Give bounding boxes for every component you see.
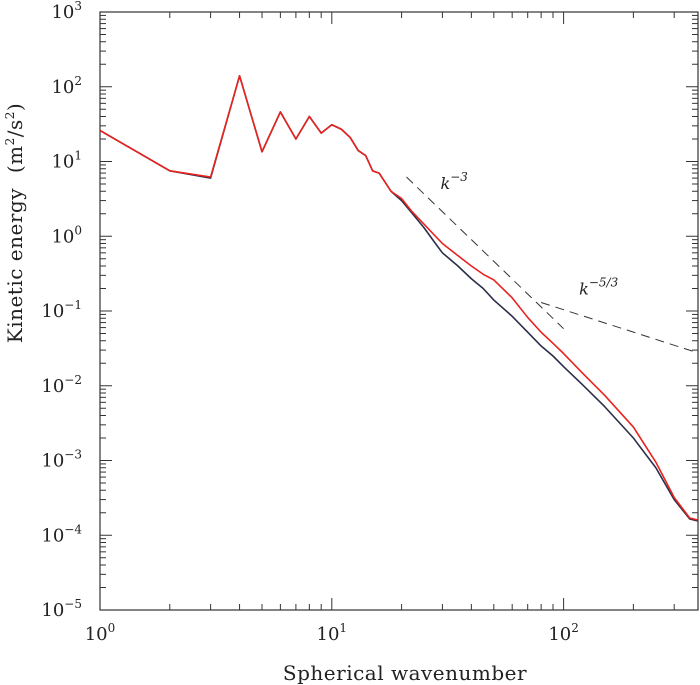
y-axis-title-unit-mid: /s: [3, 119, 27, 137]
y-tick-label: 101: [51, 149, 82, 173]
x-tick-label-exp: 2: [571, 621, 579, 635]
x-tick-label-exp: 1: [339, 621, 347, 635]
y-tick-label-exp: −4: [64, 522, 82, 536]
x-tick-label-base: 10: [548, 624, 571, 645]
y-axis-title: Kinetic energy (m2/s2): [3, 103, 27, 344]
y-tick-label-exp: −3: [64, 448, 82, 462]
series-line-1: [99, 75, 699, 521]
series-lines: [99, 75, 699, 522]
x-tick-label: 100: [85, 621, 116, 645]
y-tick-label: 102: [51, 74, 82, 98]
y-axis-title-unit-close: ): [3, 103, 27, 111]
y-tick-label: 10−2: [41, 373, 82, 397]
y-tick-label-base: 10: [51, 152, 74, 173]
y-tick-label-base: 10: [51, 2, 74, 23]
y-tick-label: 10−5: [41, 597, 82, 621]
reference-line-label-2: k−5/3: [579, 275, 618, 298]
axis-ticks: [99, 11, 698, 611]
y-tick-label-base: 10: [41, 525, 64, 546]
series-line-2: [99, 75, 699, 522]
reference-line-label-exp: −5/3: [589, 275, 619, 289]
x-tick-label-exp: 0: [108, 621, 116, 635]
tick-labels: 100 101 10210310210110010−110−210−310−410−…: [41, 0, 578, 645]
y-tick-label-exp: 3: [74, 0, 82, 13]
reference-line-label-base: k: [440, 174, 450, 193]
x-axis-title: Spherical wavenumber: [283, 661, 527, 685]
plot-frame: [99, 11, 699, 611]
y-axis-title-unit-exp1: 2: [3, 137, 17, 145]
y-axis-title-unit-open: (m: [3, 145, 27, 173]
reference-line-label-1: k−3: [440, 170, 468, 193]
y-tick-label-exp: 0: [74, 223, 82, 237]
y-axis-title-base: Kinetic energy: [3, 188, 27, 343]
reference-line-label-exp: −3: [450, 170, 468, 184]
y-tick-label: 10−4: [41, 522, 82, 546]
reference-lines: k−3k−5/3: [406, 170, 699, 354]
y-tick-label-exp: 1: [74, 149, 82, 163]
y-tick-label-base: 10: [41, 301, 64, 322]
reference-line-label-base: k: [579, 279, 589, 298]
y-tick-label: 10−1: [41, 298, 82, 322]
reference-line-2: [540, 302, 699, 354]
y-tick-label: 103: [51, 0, 82, 23]
y-axis-title-unit-exp2: 2: [3, 111, 17, 119]
y-tick-label-exp: −2: [64, 373, 82, 387]
y-tick-label: 100: [51, 223, 82, 247]
y-tick-label-exp: 2: [74, 74, 82, 88]
y-tick-label-exp: −5: [64, 597, 82, 611]
y-tick-label-exp: −1: [64, 298, 82, 312]
y-tick-label-base: 10: [51, 77, 74, 98]
y-tick-label-base: 10: [41, 376, 64, 397]
x-tick-label-base: 10: [85, 624, 108, 645]
plot-area: [99, 11, 699, 611]
x-tick-label-base: 10: [317, 624, 340, 645]
x-tick-label: 101: [317, 621, 348, 645]
y-tick-label-base: 10: [51, 226, 74, 247]
x-tick-label: 102: [548, 621, 579, 645]
reference-line-1: [406, 176, 564, 330]
y-tick-label-base: 10: [41, 600, 64, 621]
y-tick-label-base: 10: [41, 451, 64, 472]
y-tick-label: 10−3: [41, 448, 82, 472]
